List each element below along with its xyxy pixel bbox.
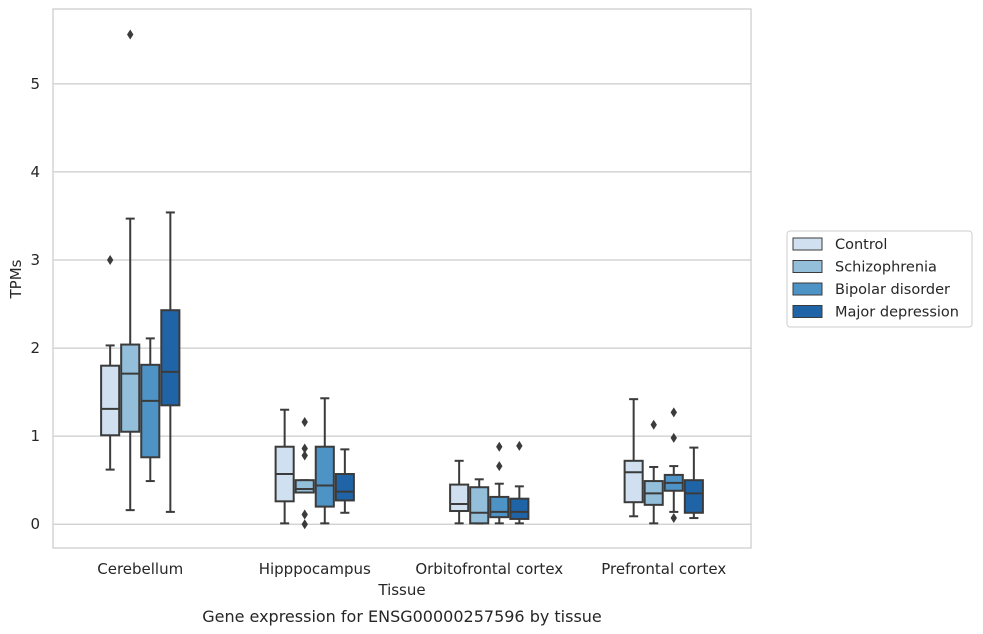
box-body	[294, 479, 315, 494]
legend-label: Bipolar disorder	[835, 282, 950, 298]
box-schizophrenia	[120, 29, 141, 512]
box-schizophrenia	[469, 478, 490, 525]
y-tick-label: 1	[30, 427, 40, 445]
outlier-marker	[301, 443, 308, 454]
outlier-marker	[301, 519, 308, 530]
box-body	[449, 483, 470, 513]
box-bipolar-disorder	[489, 441, 510, 525]
box-major-depression	[683, 446, 704, 520]
box-series	[100, 29, 704, 530]
y-tick-label: 0	[30, 515, 40, 533]
box-schizophrenia	[294, 417, 315, 530]
box-major-depression	[160, 211, 181, 513]
box-body	[100, 364, 121, 437]
y-axis-label: TPMs	[7, 259, 25, 299]
box-bipolar-disorder	[314, 397, 335, 525]
plot-area-frame	[52, 8, 752, 549]
box-body	[623, 459, 644, 504]
outlier-marker	[496, 441, 503, 452]
y-tick-label: 2	[30, 339, 40, 357]
outlier-marker	[301, 450, 308, 461]
box-control	[623, 398, 644, 518]
legend-swatch	[792, 260, 823, 273]
box-body	[509, 497, 530, 520]
box-control	[274, 408, 295, 525]
legend-swatch	[792, 305, 823, 318]
x-tick-label: Orbitofrontal cortex	[415, 560, 563, 578]
legend: Control Schizophrenia Bipolar disorder Majo…	[786, 230, 973, 328]
box-body	[334, 473, 355, 502]
legend-items: Control Schizophrenia Bipolar disorder Majo…	[792, 237, 959, 321]
y-tick-label: 3	[30, 251, 40, 269]
outlier-marker	[670, 513, 677, 524]
box-body	[160, 309, 181, 407]
legend-label: Schizophrenia	[835, 260, 937, 276]
box-major-depression	[509, 440, 530, 525]
box-control	[100, 255, 121, 471]
y-tick-label: 5	[30, 75, 40, 93]
outlier-marker	[106, 255, 114, 266]
legend-swatch	[792, 282, 823, 296]
x-tick-labels: Cerebellum Hipppocampus Orbitofrontal cort…	[97, 560, 726, 578]
box-body	[683, 479, 704, 514]
y-tick-labels: 0 1 2 3 4 5	[30, 75, 40, 533]
x-axis-label: Tissue	[377, 581, 425, 599]
legend-swatch	[792, 237, 823, 251]
legend-label: Control	[835, 237, 887, 253]
box-major-depression	[334, 448, 355, 514]
box-body	[489, 495, 510, 519]
box-body	[140, 363, 161, 459]
box-schizophrenia	[643, 419, 664, 525]
figure-caption: Gene expression for ENSG00000257596 by t…	[202, 607, 602, 626]
box-body	[120, 343, 141, 433]
outlier-marker	[301, 417, 308, 428]
outlier-marker	[496, 461, 503, 472]
outlier-marker	[516, 440, 523, 451]
x-tick-label: Prefrontal cortex	[601, 560, 726, 578]
y-tick-label: 4	[30, 163, 40, 181]
outlier-marker	[127, 29, 134, 40]
legend-label: Major depression	[835, 305, 959, 321]
legend-frame	[786, 230, 973, 328]
box-bipolar-disorder	[140, 337, 161, 483]
outlier-marker	[650, 419, 657, 430]
x-tick-label: Cerebellum	[97, 560, 183, 578]
outlier-marker	[670, 432, 677, 443]
box-body	[314, 445, 335, 508]
box-control	[449, 459, 470, 525]
outlier-marker	[670, 407, 677, 418]
outlier-marker	[301, 509, 308, 520]
x-tick-label: Hipppocampus	[259, 560, 371, 578]
box-body	[469, 486, 490, 525]
box-bipolar-disorder	[663, 407, 684, 524]
